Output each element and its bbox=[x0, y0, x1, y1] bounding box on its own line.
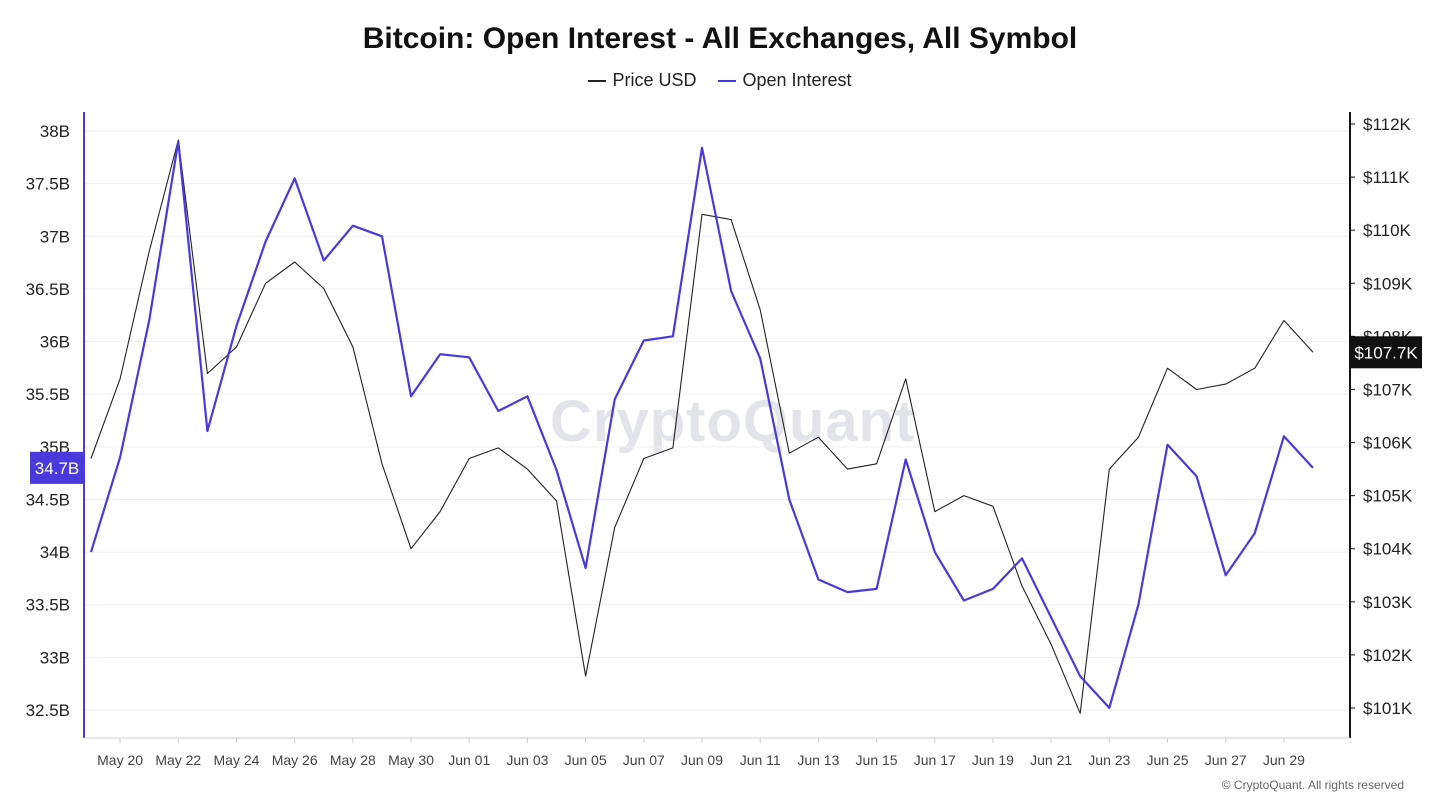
x-tick-label: Jun 11 bbox=[740, 752, 781, 768]
y-left-tick-label: 38B bbox=[40, 122, 70, 141]
y-left-tick-label: 33.5B bbox=[26, 596, 70, 615]
y-right-tick-label: $107K bbox=[1363, 380, 1413, 399]
legend-label-price: Price USD bbox=[612, 70, 697, 90]
x-tick-label: Jun 05 bbox=[565, 752, 607, 768]
y-left-tick-label: 33B bbox=[40, 648, 70, 667]
y-right-tick-label: $106K bbox=[1363, 434, 1413, 453]
y-right-tick-label: $101K bbox=[1363, 699, 1413, 718]
y-right-tick-label: $103K bbox=[1363, 593, 1413, 612]
y-left-tick-label: 37.5B bbox=[26, 175, 70, 194]
x-tick-label: Jun 07 bbox=[623, 752, 665, 768]
x-tick-label: Jun 27 bbox=[1205, 752, 1247, 768]
x-tick-label: Jun 23 bbox=[1088, 752, 1130, 768]
open-interest-last-label: 34.7B bbox=[35, 459, 79, 478]
y-left-tick-label: 32.5B bbox=[26, 701, 70, 720]
chart-legend: Price USD Open Interest bbox=[0, 70, 1440, 91]
y-right-tick-label: $102K bbox=[1363, 646, 1413, 665]
y-right-tick-label: $112K bbox=[1363, 115, 1412, 134]
y-right-tick-label: $110K bbox=[1363, 221, 1412, 240]
chart-title: Bitcoin: Open Interest - All Exchanges, … bbox=[362, 22, 1078, 55]
copyright-notice: © CryptoQuant. All rights reserved bbox=[1221, 778, 1404, 792]
legend-swatch-price bbox=[588, 79, 607, 82]
x-tick-label: May 26 bbox=[272, 752, 318, 768]
x-tick-label: May 20 bbox=[97, 752, 143, 768]
y-left-tick-label: 34B bbox=[40, 543, 70, 562]
y-right-tick-label: $109K bbox=[1363, 274, 1413, 293]
x-tick-label: Jun 29 bbox=[1263, 752, 1305, 768]
x-tick-label: May 30 bbox=[388, 752, 434, 768]
x-tick-label: Jun 13 bbox=[797, 752, 839, 768]
open-interest-last-badge bbox=[30, 451, 84, 484]
x-tick-label: Jun 15 bbox=[856, 752, 898, 768]
x-tick-label: Jun 19 bbox=[972, 752, 1014, 768]
y-left-tick-label: 36B bbox=[40, 333, 70, 352]
legend-label-open-interest: Open Interest bbox=[742, 70, 852, 90]
x-tick-label: Jun 09 bbox=[681, 752, 723, 768]
x-tick-label: Jun 25 bbox=[1147, 752, 1189, 768]
open-interest-line bbox=[89, 140, 1314, 710]
x-tick-label: May 24 bbox=[214, 752, 260, 768]
x-tick-label: Jun 01 bbox=[448, 752, 490, 768]
legend-swatch-open-interest bbox=[718, 79, 737, 82]
price-last-label: $107.7K bbox=[1354, 343, 1418, 362]
x-tick-label: May 28 bbox=[330, 752, 376, 768]
y-left-tick-label: 36.5B bbox=[26, 280, 70, 299]
legend-item-price[interactable]: Price USD bbox=[588, 70, 696, 91]
x-tick-label: Jun 21 bbox=[1030, 752, 1072, 768]
y-right-tick-label: $111K bbox=[1363, 168, 1410, 187]
legend-item-open-interest[interactable]: Open Interest bbox=[718, 70, 852, 91]
x-tick-label: Jun 17 bbox=[914, 752, 956, 768]
x-tick-label: Jun 03 bbox=[506, 752, 548, 768]
y-left-tick-label: 34.5B bbox=[26, 490, 70, 509]
y-left-tick-label: 37B bbox=[40, 227, 70, 246]
price-last-badge bbox=[1350, 336, 1422, 369]
price-line bbox=[90, 139, 1314, 714]
y-left-tick-label: 35.5B bbox=[26, 385, 70, 404]
y-right-tick-label: $105K bbox=[1363, 487, 1413, 506]
x-tick-label: May 22 bbox=[155, 752, 201, 768]
y-right-tick-label: $104K bbox=[1363, 540, 1413, 559]
